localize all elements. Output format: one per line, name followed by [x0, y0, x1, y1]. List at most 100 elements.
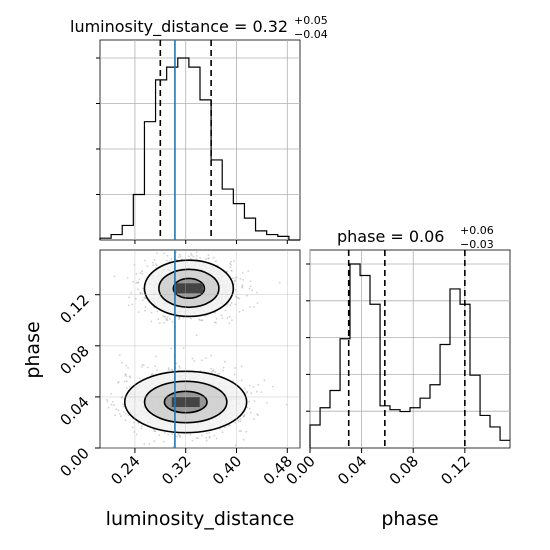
sample-point	[234, 288, 237, 291]
sample-point	[168, 318, 171, 320]
sample-point	[212, 369, 214, 372]
sample-point	[138, 377, 141, 380]
sample-point	[190, 254, 193, 257]
sample-point	[127, 304, 130, 307]
sample-point	[124, 419, 127, 422]
sample-point	[230, 302, 233, 305]
sample-point	[144, 306, 147, 308]
sample-point	[110, 403, 113, 406]
sample-point	[158, 449, 160, 451]
sample-point	[150, 373, 153, 376]
sample-point	[148, 443, 151, 445]
sample-point	[199, 319, 202, 322]
sample-point	[140, 365, 143, 368]
sample-point	[221, 317, 224, 319]
sample-point	[172, 445, 175, 448]
sample-point	[126, 277, 129, 279]
sample-point	[205, 357, 208, 359]
sample-point	[253, 400, 256, 402]
sample-point	[255, 390, 258, 393]
sample-point	[163, 315, 166, 318]
sample-point	[215, 437, 218, 440]
sample-point	[170, 347, 172, 350]
sample-point	[139, 292, 142, 295]
phase-x-tick-label-3: 0.12	[437, 452, 473, 488]
sample-point	[257, 383, 260, 386]
sample-point	[248, 407, 251, 410]
sample-point	[117, 409, 120, 412]
sample-point	[133, 421, 135, 424]
sample-point	[143, 364, 145, 366]
sample-point	[239, 278, 242, 280]
sample-point	[192, 255, 195, 258]
sample-point	[241, 272, 244, 274]
sample-point	[224, 426, 226, 428]
y-tick-label-3: 0.12	[56, 291, 92, 327]
sample-point	[131, 303, 134, 306]
luminosity-distance-title-sub: −0.04	[294, 28, 328, 41]
sample-point	[156, 264, 158, 267]
y-tick-label-1: 0.04	[56, 393, 92, 429]
sample-point	[154, 355, 157, 358]
sample-point	[208, 436, 211, 439]
sample-point	[146, 265, 149, 268]
sample-point	[245, 430, 248, 433]
phase-histogram	[309, 263, 510, 448]
sample-point	[237, 296, 239, 299]
sample-point	[141, 299, 144, 302]
sample-point	[177, 434, 180, 436]
sample-point	[238, 430, 241, 432]
sample-point	[98, 457, 100, 459]
sample-point	[137, 422, 140, 425]
sample-point	[118, 354, 121, 356]
sample-point	[257, 414, 259, 417]
sample-point	[266, 401, 268, 404]
sample-point	[197, 437, 199, 440]
sample-point	[198, 318, 201, 321]
sample-point	[240, 430, 242, 433]
sample-point	[234, 276, 237, 279]
sample-point	[177, 256, 180, 259]
sample-point	[212, 256, 215, 259]
sample-point	[253, 306, 256, 308]
sample-point	[125, 375, 127, 377]
sample-point	[241, 286, 244, 289]
sample-point	[111, 401, 114, 403]
sample-point	[240, 379, 243, 382]
sample-point	[214, 371, 217, 373]
sample-point	[178, 316, 181, 319]
phase-x-tick-label-1: 0.04	[334, 452, 370, 488]
joint-contour-panel: 0.24 0.32 0.40 0.480.000.040.080.12	[56, 249, 301, 488]
sample-point	[246, 391, 248, 394]
sample-point	[195, 258, 198, 260]
phase-title: phase = 0.06	[337, 227, 444, 246]
sample-point	[122, 411, 125, 413]
sample-point	[154, 365, 157, 367]
luminosity-distance-title: luminosity_distance = 0.32	[70, 17, 288, 37]
sample-point	[229, 266, 232, 268]
sample-point	[106, 400, 109, 403]
sample-point	[234, 279, 237, 281]
sample-point	[170, 257, 173, 260]
sample-point	[220, 314, 223, 317]
sample-point	[224, 360, 226, 363]
phase-marginal-panel: 0.00 0.04 0.08 0.12	[282, 249, 511, 488]
sample-point	[124, 413, 127, 415]
sample-point	[139, 272, 142, 274]
sample-point	[141, 270, 144, 273]
sample-point	[249, 305, 252, 308]
sample-point	[125, 364, 128, 367]
sample-point	[221, 431, 224, 434]
sample-point	[230, 264, 232, 266]
phase-title-sup: +0.06	[460, 224, 494, 237]
sample-point	[212, 369, 215, 371]
sample-point	[152, 261, 154, 264]
sample-point	[178, 365, 181, 368]
sample-point	[166, 254, 169, 257]
sample-point	[228, 315, 231, 318]
sample-point	[158, 434, 161, 437]
sample-point	[153, 430, 156, 432]
sample-point	[238, 297, 241, 300]
sample-point	[195, 255, 198, 257]
